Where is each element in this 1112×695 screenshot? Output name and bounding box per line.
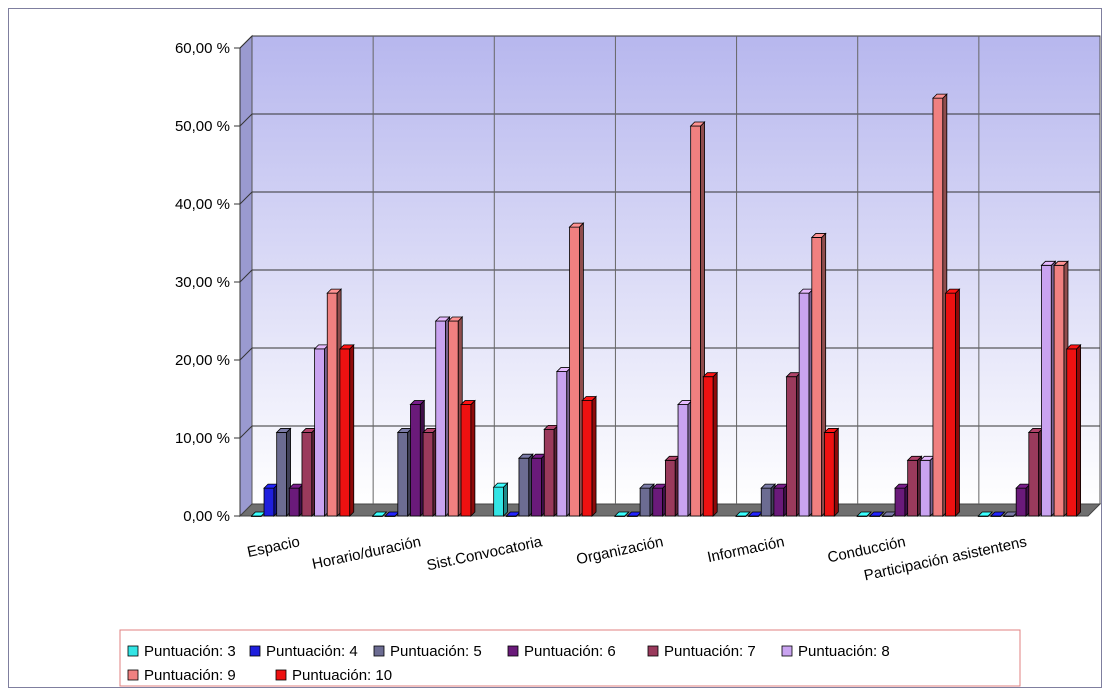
y-tick-label: 50,00 %: [175, 118, 230, 135]
bar: [300, 427, 317, 517]
legend-label: Puntuación: 7: [664, 643, 756, 660]
bar: [530, 453, 547, 517]
bar: [906, 455, 923, 517]
y-tick-label: 30,00 %: [175, 274, 230, 291]
bar: [772, 483, 789, 517]
bar: [919, 455, 936, 517]
bar: [326, 288, 343, 517]
legend-swatch: [647, 645, 659, 657]
bar: [422, 427, 438, 517]
legend-swatch: [781, 645, 793, 657]
bar: [989, 511, 1006, 517]
bar: [785, 371, 802, 517]
legend-swatch: [127, 645, 139, 657]
legend-swatch: [507, 645, 519, 657]
bar: [931, 93, 948, 517]
legend-item: Puntuación: 4: [249, 643, 358, 660]
bar: [1027, 427, 1044, 517]
gridline-side: [239, 347, 253, 361]
bar: [702, 371, 719, 517]
legend-swatch: [373, 645, 385, 657]
y-tick-label: 10,00 %: [175, 430, 230, 447]
bar: [492, 482, 509, 517]
bar: [581, 395, 598, 517]
bar: [810, 232, 827, 517]
legend-label: Puntuación: 8: [798, 643, 890, 660]
x-tick-label: Espacio: [246, 533, 302, 561]
y-tick-label: 0,00 %: [183, 508, 230, 525]
x-tick-label: Organización: [575, 533, 665, 568]
gridline-side: [239, 269, 253, 283]
y-tick-label: 60,00 %: [175, 40, 230, 57]
bar: [613, 511, 630, 517]
legend-item: Puntuación: 5: [373, 643, 482, 660]
legend-label: Puntuación: 10: [292, 667, 392, 684]
bar: [517, 453, 534, 517]
bar: [734, 511, 751, 517]
legend-item: Puntuación: 9: [127, 667, 236, 684]
bar: [639, 483, 655, 517]
gridline-side: [239, 113, 253, 127]
legend-swatch: [249, 645, 261, 657]
legend-label: Puntuación: 9: [144, 667, 236, 684]
bar: [677, 399, 693, 517]
gridline-side: [239, 191, 253, 205]
legend-item: Puntuación: 8: [781, 643, 890, 660]
bar: [1040, 260, 1057, 517]
bar: [1015, 483, 1032, 517]
bar: [434, 316, 451, 517]
bar: [944, 288, 961, 517]
bar: [760, 483, 777, 517]
bar: [689, 121, 706, 517]
legend-label: Puntuación: 5: [390, 643, 482, 660]
bar: [555, 366, 572, 517]
bar: [371, 511, 388, 517]
bar: [568, 222, 585, 517]
bar: [263, 483, 279, 517]
y-tick-label: 40,00 %: [175, 196, 230, 213]
bar: [798, 288, 815, 517]
bar: [1053, 260, 1069, 517]
legend-swatch: [127, 669, 139, 681]
bar: [856, 511, 872, 517]
bar: [460, 399, 476, 517]
y-tick-label: 20,00 %: [175, 352, 230, 369]
legend-item: Puntuación: 10: [275, 667, 392, 684]
bar: [338, 343, 355, 517]
legend-label: Puntuación: 3: [144, 643, 236, 660]
x-tick-label: Sist.Convocatoria: [425, 533, 544, 574]
x-tick-label: Horario/duración: [311, 533, 423, 573]
bar: [651, 483, 668, 517]
gridline-side: [239, 35, 253, 49]
bar: [1065, 343, 1082, 517]
legend-label: Puntuación: 4: [266, 643, 358, 660]
bar: [543, 424, 560, 517]
bar: [313, 343, 330, 517]
legend-label: Puntuación: 6: [524, 643, 616, 660]
legend-item: Puntuación: 6: [507, 643, 616, 660]
legend-box: [119, 629, 1021, 687]
bar: [409, 399, 426, 517]
legend-item: Puntuación: 3: [127, 643, 236, 660]
bar: [823, 427, 840, 517]
bar: [894, 483, 910, 517]
gridline-side: [239, 425, 253, 439]
bar: [288, 483, 305, 517]
x-tick-label: Información: [706, 533, 786, 566]
bar: [977, 511, 994, 517]
bar: [396, 427, 413, 517]
bar: [664, 455, 681, 517]
bar: [275, 427, 292, 517]
legend-item: Puntuación: 7: [647, 643, 756, 660]
bar: [447, 316, 464, 517]
legend-swatch: [275, 669, 287, 681]
bar: [868, 511, 885, 517]
